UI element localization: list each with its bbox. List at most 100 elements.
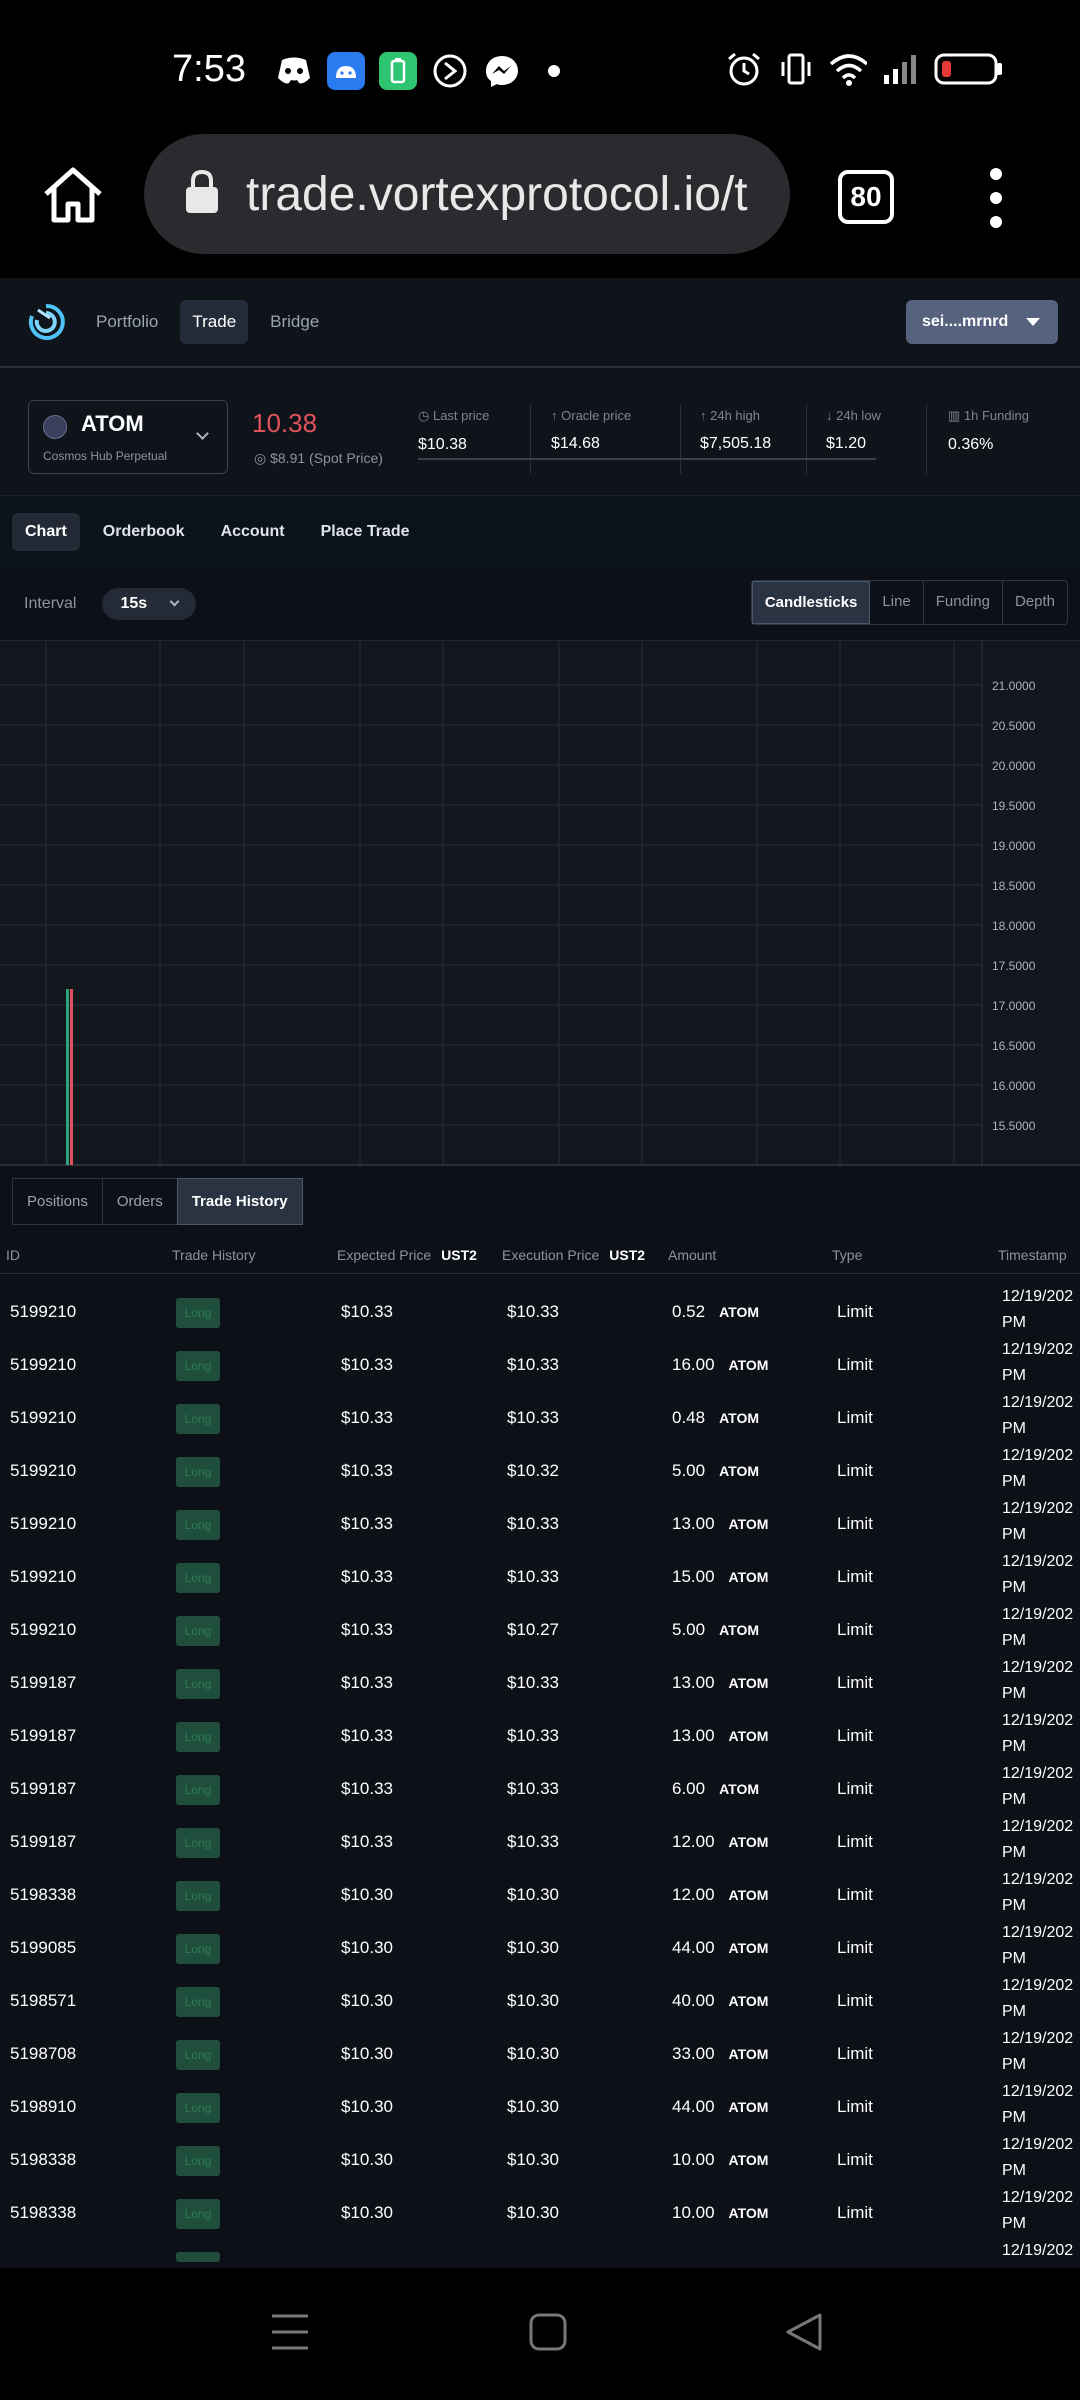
table-row[interactable]: 5199210 $10.33 $10.33 Limit Long 15.00 ATOM 12/… [0,1551,1080,1604]
tab-chart[interactable]: Chart [12,513,80,551]
overflow-menu-icon[interactable] [982,168,1010,228]
vortex-logo-icon[interactable] [24,300,68,344]
table-row[interactable]: 5199187 $10.33 $10.33 Limit Long 13.00 ATOM 12/… [0,1710,1080,1763]
status-bar: 7:53 [0,0,1080,130]
cell-timestamp: 12/19/202 PM [1002,2189,1074,2232]
y-tick-label: 16.5000 [992,1039,1036,1053]
nav-bridge[interactable]: Bridge [270,312,320,331]
cell-type: Limit [837,1408,873,1427]
table-header: ID Trade History Expected Price UST2 Exec… [0,1236,1080,1274]
tab-orderbook[interactable]: Orderbook [102,523,185,540]
back-icon[interactable] [784,2312,824,2357]
cell-id: 5199210 [10,1461,77,1480]
cell-timestamp: 12/19/202 PM [1002,1606,1074,1649]
chart-type-line[interactable]: Line [870,581,924,624]
side-badge: Long [176,2040,220,2070]
table-row[interactable]: 5198338 $10.30 $10.30 Limit Long 12.00 ATOM 12/… [0,1869,1080,1922]
cell-amount: 33.00 ATOM [672,2044,769,2063]
cell-amount: 0.52 ATOM [672,1302,760,1321]
cell-id: 5199210 [10,1302,77,1321]
tab-positions[interactable]: Positions [12,1177,103,1225]
table-row[interactable]: 5198910 $10.30 $10.30 Limit Long 44.00 ATOM 12/… [0,2081,1080,2134]
cell-id: 5199085 [10,1938,77,1957]
y-tick-label: 18.0000 [992,919,1036,933]
home-nav-icon[interactable] [528,2312,568,2357]
cell-execution-price: $10.30 [507,2044,559,2063]
tab-orders[interactable]: Orders [101,1177,178,1225]
table-row[interactable]: 12/19/202 [0,2240,1080,2268]
chart-type-funding[interactable]: Funding [924,581,1003,624]
table-row[interactable]: 5199085 $10.30 $10.30 Limit Long 44.00 ATOM 12/… [0,1922,1080,1975]
cell-type: Limit [837,1461,873,1480]
table-row[interactable]: 5199210 $10.33 $10.33 Limit Long 0.48 ATOM 12/1… [0,1392,1080,1445]
sync-icon [431,52,469,90]
price-chart[interactable]: 21.0000 20.5000 20.0000 19.5000 19.0000 18.50… [0,640,1080,1165]
cell-id: 5198910 [10,2097,77,2116]
messenger-icon [483,52,521,90]
view-tabs: Chart Orderbook Account Place Trade [0,496,1080,568]
table-row[interactable]: 5199210 $10.33 $10.27 Limit Long 5.00 ATOM 12/1… [0,1604,1080,1657]
cell-id: 5199210 [10,1514,77,1533]
stat-oracle-price: ↑ Oracle price $14.68 [551,408,632,452]
cell-timestamp: 12/19/202 PM [1002,1871,1074,1914]
side-badge: Long [176,1669,220,1699]
chart-type-group: Candlesticks Line Funding Depth [750,580,1068,625]
cell-expected-price: $10.33 [341,1779,393,1798]
cell-expected-price: $10.33 [341,1461,393,1480]
chart-type-candlesticks[interactable]: Candlesticks [751,581,871,624]
col-amount: Amount [668,1247,717,1263]
tab-switcher-button[interactable]: 80 [838,170,894,224]
cell-type: Limit [837,2203,873,2222]
side-badge: Long [176,2146,220,2176]
trade-app: Portfolio Trade Bridge sei....mrnrd ATOM… [0,278,1080,2268]
table-row[interactable]: 5198708 $10.30 $10.30 Limit Long 33.00 ATOM 12/… [0,2028,1080,2081]
cell-id: 5199210 [10,1408,77,1427]
chevron-down-icon [170,596,180,607]
home-icon[interactable] [40,162,106,228]
cell-type: Limit [837,1567,873,1586]
address-bar[interactable]: trade.vortexprotocol.io/t [144,134,790,254]
cell-type: Limit [837,1938,873,1957]
interval-select[interactable]: 15s [102,588,197,620]
table-row[interactable]: 5199210 $10.33 $10.33 Limit Long 0.52 ATOM 12/1… [0,1286,1080,1339]
price-range-bar [418,458,876,460]
table-row[interactable]: 5199210 $10.33 $10.33 Limit Long 16.00 ATOM 12/… [0,1339,1080,1392]
table-row[interactable]: 5199210 $10.33 $10.33 Limit Long 13.00 ATOM 12/… [0,1498,1080,1551]
table-row[interactable]: 5199187 $10.33 $10.33 Limit Long 6.00 ATOM 12/1… [0,1763,1080,1816]
cell-amount: 12.00 ATOM [672,1832,769,1851]
market-header: ATOM Cosmos Hub Perpetual 10.38 ◎ $8.91 … [0,368,1080,496]
cell-type: Limit [837,1302,873,1321]
nav-trade[interactable]: Trade [180,300,249,344]
cell-expected-price: $10.30 [341,1991,393,2010]
col-expected-price: Expected Price UST2 [337,1247,477,1263]
chart-type-depth[interactable]: Depth [1014,593,1055,610]
col-timestamp: Timestamp [998,1247,1067,1263]
wallet-button[interactable]: sei....mrnrd [906,300,1058,344]
side-badge: Long [176,1457,220,1487]
cell-execution-price: $10.30 [507,1885,559,1904]
cell-expected-price: $10.33 [341,1832,393,1851]
cell-id: 5199210 [10,1620,77,1639]
table-row[interactable]: 5198571 $10.30 $10.30 Limit Long 40.00 ATOM 12/… [0,1975,1080,2028]
table-row[interactable]: 5198338 $10.30 $10.30 Limit Long 10.00 ATOM 12/… [0,2187,1080,2240]
tab-place-trade[interactable]: Place Trade [320,523,410,540]
cell-timestamp: 12/19/202 PM [1002,1394,1074,1437]
tab-account[interactable]: Account [220,523,285,540]
table-row[interactable]: 5199210 $10.33 $10.32 Limit Long 5.00 ATOM 12/1… [0,1445,1080,1498]
cell-amount: 10.00 ATOM [672,2203,769,2222]
status-time: 7:53 [172,48,246,90]
side-badge: Long [176,1987,220,2017]
nav-portfolio[interactable]: Portfolio [96,312,159,331]
cell-timestamp: 12/19/202 PM [1002,1977,1074,2020]
tab-trade-history[interactable]: Trade History [176,1177,303,1225]
table-row[interactable]: 5199187 $10.33 $10.33 Limit Long 12.00 ATOM 12/… [0,1816,1080,1869]
recent-apps-icon[interactable] [270,2312,310,2357]
table-row[interactable]: 5199187 $10.33 $10.33 Limit Long 13.00 ATOM 12/… [0,1657,1080,1710]
market-selector[interactable]: ATOM Cosmos Hub Perpetual [28,400,228,474]
cell-timestamp: 12/19/202 PM [1002,1341,1074,1384]
chevron-down-icon [196,427,209,440]
side-badge: Long [176,1828,220,1858]
cell-id: 5198338 [10,1885,77,1904]
table-row[interactable]: 5198338 $10.30 $10.30 Limit Long 10.00 ATOM 12/… [0,2134,1080,2187]
dot-icon [535,52,573,90]
